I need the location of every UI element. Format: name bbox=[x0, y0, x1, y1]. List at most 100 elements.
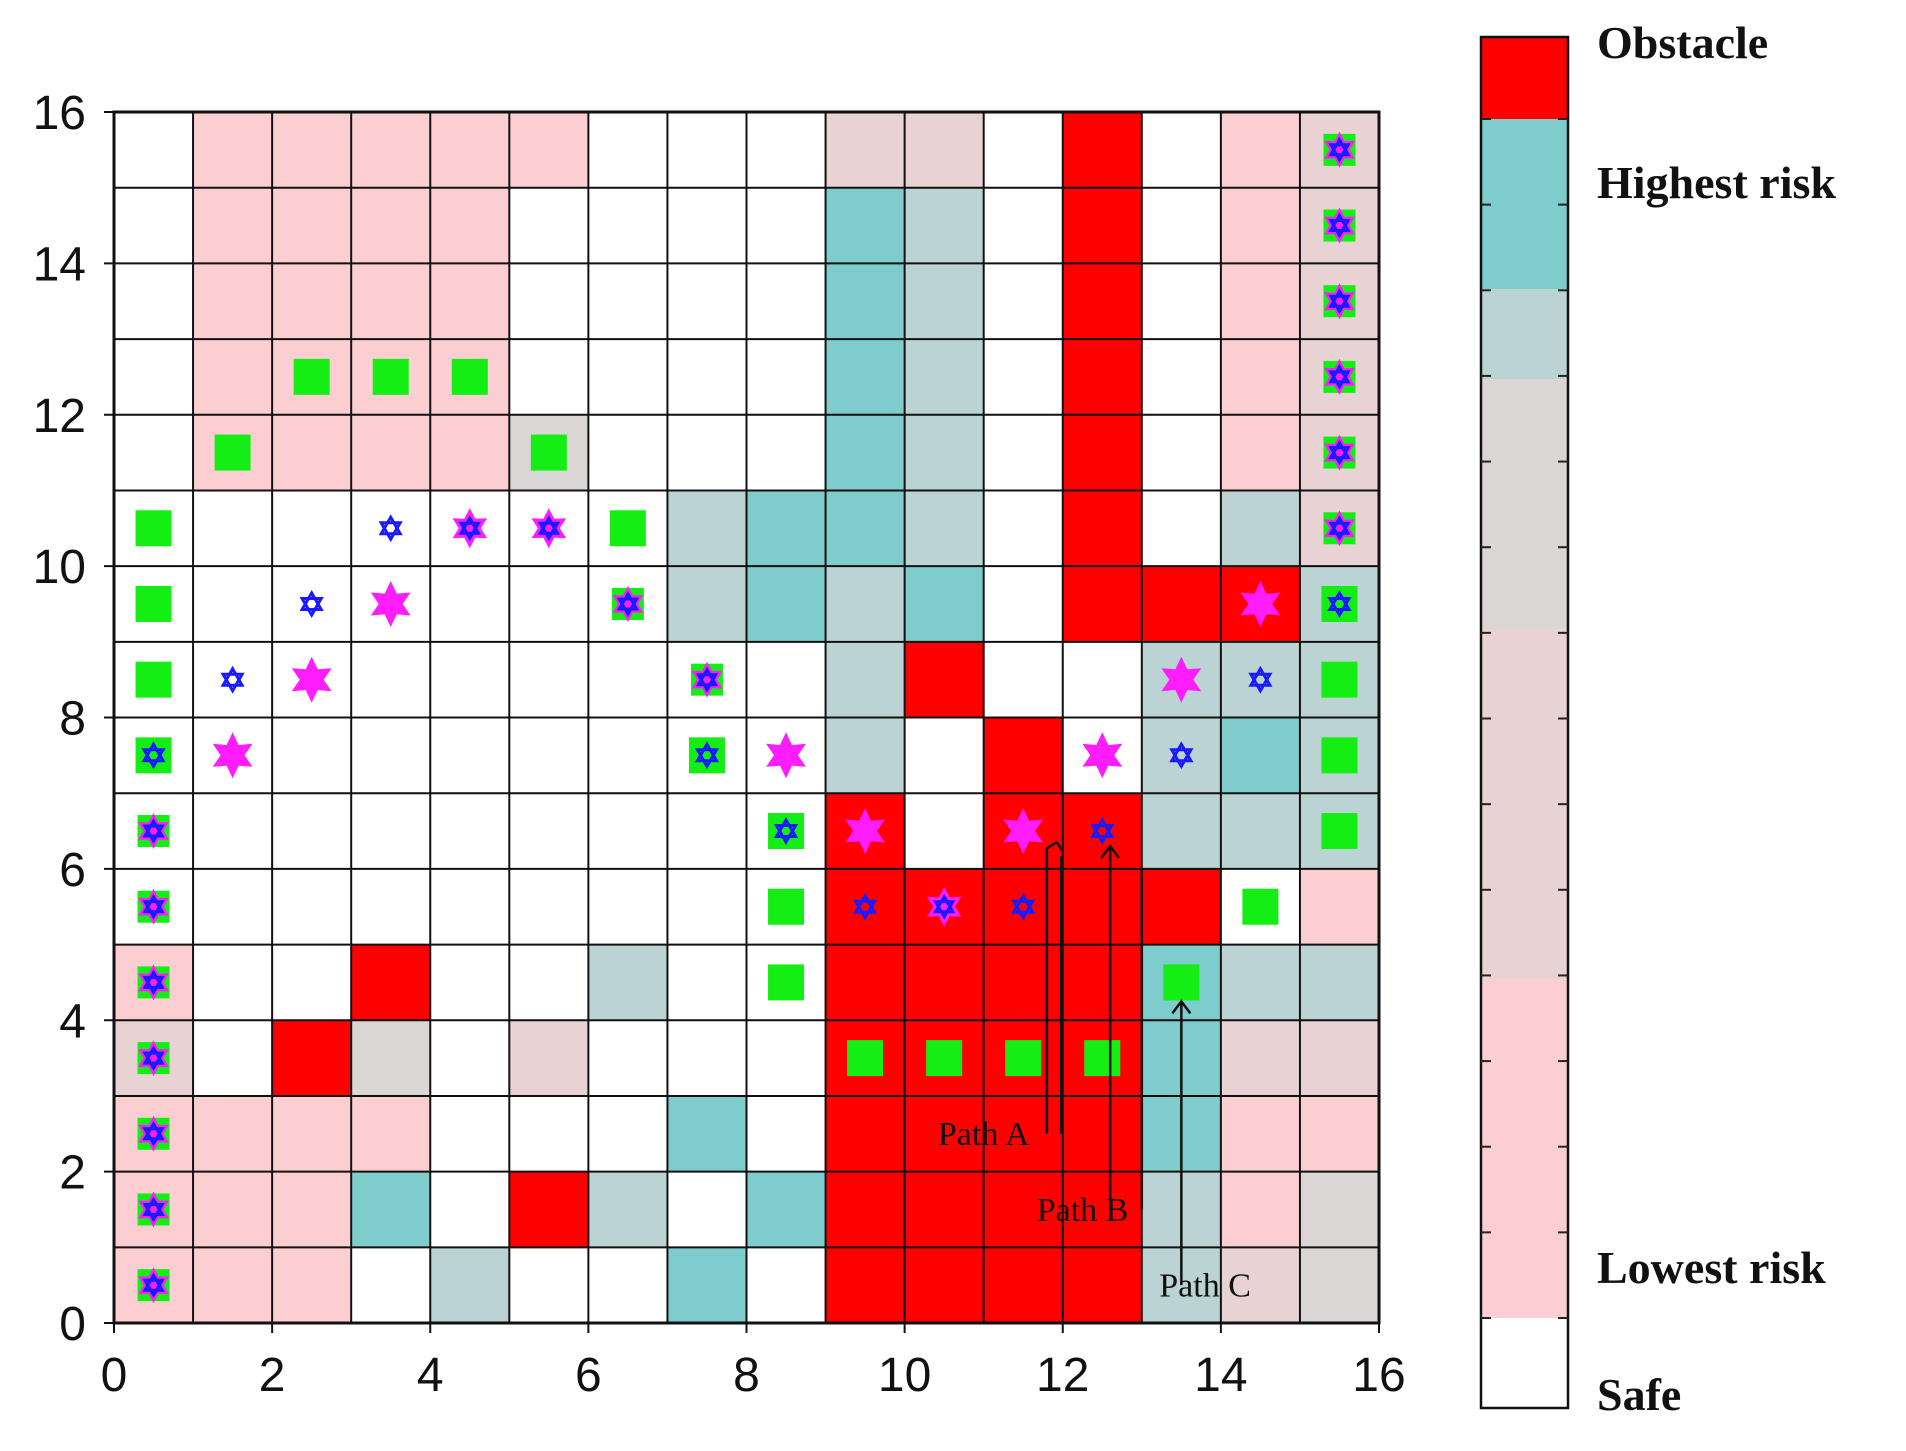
grid-cell bbox=[1220, 944, 1301, 1021]
grid-cell bbox=[983, 1247, 1064, 1324]
path-a: Path A bbox=[938, 841, 1065, 1153]
hexagram-triangle-up bbox=[616, 591, 640, 611]
hexagram-triangle-up bbox=[1011, 892, 1036, 914]
grid-cell bbox=[114, 187, 194, 264]
grid-cell bbox=[351, 717, 431, 794]
grid-cell bbox=[193, 1095, 273, 1173]
pink-star-marker bbox=[1082, 732, 1123, 779]
grid-cell bbox=[1062, 868, 1143, 946]
grid-cell bbox=[430, 1171, 510, 1248]
grid-cell bbox=[193, 112, 273, 189]
marker bbox=[1321, 737, 1358, 774]
grid-cell bbox=[746, 187, 827, 264]
hexagram-triangle-down bbox=[1328, 219, 1351, 239]
grid-cell bbox=[904, 263, 985, 340]
grid-cell bbox=[746, 1095, 827, 1173]
grid-cell bbox=[430, 1247, 510, 1324]
grid-cell bbox=[193, 490, 273, 567]
grid-cell bbox=[272, 263, 352, 340]
grid-cell bbox=[1220, 1095, 1301, 1173]
grid-cell bbox=[588, 263, 668, 340]
grid-cell bbox=[746, 414, 827, 491]
grid-cell bbox=[430, 1095, 510, 1173]
grid-cell bbox=[193, 339, 273, 416]
hexagram-triangle-up bbox=[378, 514, 403, 536]
green-square-marker bbox=[293, 358, 330, 395]
grid-cell bbox=[667, 490, 747, 567]
hexagram-triangle-down bbox=[853, 899, 878, 921]
grid-cell bbox=[1062, 339, 1143, 416]
grid-cell bbox=[430, 414, 510, 491]
marker bbox=[137, 888, 170, 925]
green-square-marker bbox=[1321, 737, 1358, 774]
hexagram-triangle-up bbox=[142, 1045, 165, 1065]
grid-cell bbox=[1220, 339, 1301, 416]
y-tick-label: 12 bbox=[33, 390, 86, 443]
hexagram-triangle-down bbox=[142, 1203, 165, 1223]
grid-cell bbox=[272, 1095, 352, 1173]
marker bbox=[1169, 741, 1194, 770]
grid-cell bbox=[272, 187, 352, 264]
hexagram-triangle-down bbox=[1328, 521, 1351, 542]
pink-star-marker bbox=[137, 1040, 170, 1077]
green-square-marker bbox=[768, 888, 805, 925]
grid-cell bbox=[430, 944, 510, 1021]
hexagram-triangle-up bbox=[537, 515, 561, 535]
grid-cell bbox=[904, 112, 985, 189]
grid-cell bbox=[509, 944, 589, 1021]
grid-cell bbox=[193, 944, 273, 1021]
grid-cell bbox=[1220, 187, 1301, 264]
green-square-marker bbox=[1321, 661, 1358, 698]
grid-cell bbox=[351, 414, 431, 491]
legend-color-band bbox=[1481, 379, 1568, 630]
hexagram-triangle-down bbox=[142, 900, 165, 920]
marker bbox=[293, 358, 330, 395]
pink-star-marker bbox=[1323, 131, 1356, 168]
grid-cell bbox=[588, 1247, 668, 1324]
grid-cell bbox=[588, 1171, 668, 1248]
grid-cell bbox=[351, 490, 431, 567]
grid-cell bbox=[272, 490, 352, 567]
path-a-hook bbox=[1055, 841, 1065, 853]
grid-cell bbox=[825, 490, 906, 567]
grid-cell bbox=[509, 641, 589, 718]
marker bbox=[135, 737, 172, 774]
grid-cell bbox=[430, 566, 510, 643]
grid-cell bbox=[1220, 1247, 1301, 1324]
path-annotations: Path A Path B Path C bbox=[938, 841, 1251, 1305]
grid-cell bbox=[983, 414, 1064, 491]
grid-cell bbox=[351, 944, 431, 1021]
grid-cell bbox=[825, 414, 906, 491]
grid-cell bbox=[904, 1171, 985, 1248]
marker bbox=[135, 510, 172, 547]
marker bbox=[137, 964, 170, 1001]
grid-cell bbox=[588, 1095, 668, 1173]
legend-label: Obstacle bbox=[1597, 17, 1768, 68]
axes: 0 2 4 6 8 10 12 14 16 0 2 4 6 8 10 12 14 16 bbox=[33, 87, 1406, 1402]
marker bbox=[609, 510, 646, 547]
pink-star-marker bbox=[1003, 808, 1044, 854]
grid-cell bbox=[983, 566, 1064, 643]
green-square-marker bbox=[926, 1040, 963, 1077]
marker bbox=[926, 886, 962, 927]
grid-cell bbox=[667, 868, 747, 946]
grid-cell bbox=[983, 641, 1064, 718]
grid-cell bbox=[983, 187, 1064, 264]
marker bbox=[611, 586, 644, 622]
hexagram-triangle-down bbox=[537, 521, 561, 542]
grid-cell bbox=[588, 717, 668, 794]
grid-cell bbox=[193, 641, 273, 718]
marker bbox=[1242, 888, 1279, 925]
grid-cell bbox=[1062, 263, 1143, 340]
grid-cell bbox=[430, 112, 510, 189]
marker bbox=[1323, 131, 1356, 168]
grid-cell bbox=[509, 187, 589, 264]
path-a-label: Path A bbox=[938, 1116, 1030, 1153]
green-square-marker bbox=[135, 661, 172, 698]
legend-color-band bbox=[1481, 979, 1568, 1319]
grid-cell bbox=[588, 187, 668, 264]
marker bbox=[1005, 1040, 1042, 1077]
grid-cell bbox=[1220, 641, 1301, 718]
hexagram-triangle-down bbox=[932, 900, 956, 920]
